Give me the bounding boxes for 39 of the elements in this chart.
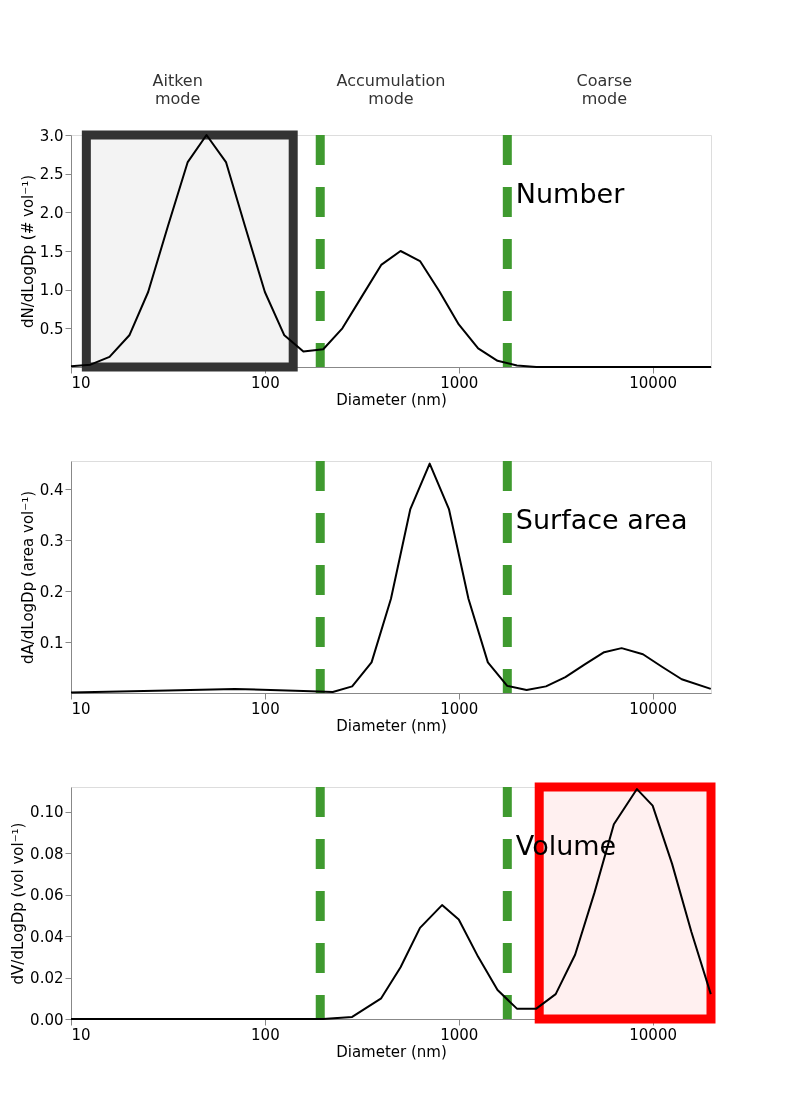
x-tick-label: 1000 — [440, 1025, 479, 1044]
x-tick-label: 10 — [71, 373, 91, 392]
y-tick-label: 0.10 — [30, 803, 64, 822]
x-tick-label: 10000 — [629, 1025, 677, 1044]
y-tick-label: 0.08 — [30, 844, 64, 863]
text: Surface area — [515, 504, 688, 536]
y-tick-label: 0.5 — [39, 319, 64, 338]
y-tick-label: 0.3 — [39, 531, 64, 550]
x-tick-label: 1000 — [440, 373, 479, 392]
y-tick-label: 0.02 — [30, 969, 64, 988]
x-tick-label: 10 — [71, 699, 91, 718]
y-tick-label: 0.2 — [39, 582, 64, 601]
x-tick-label: 10000 — [629, 699, 677, 718]
y-tick-label: 0.00 — [30, 1010, 64, 1029]
x-tick-label: 100 — [251, 373, 280, 392]
x-tick-label: 10 — [71, 1025, 91, 1044]
y-tick-label: 2.5 — [39, 165, 64, 184]
y-tick-label: 2.0 — [39, 203, 64, 222]
y-axis-title: dV/dLogDp (vol vol⁻¹) — [9, 822, 28, 985]
x-tick-label: 10000 — [629, 373, 677, 392]
x-axis-title: Diameter (nm) — [336, 1042, 447, 1061]
x-tick-label: 1000 — [440, 699, 479, 718]
text: Number — [515, 178, 626, 210]
x-tick-label: 100 — [251, 699, 280, 718]
x-axis-title: Diameter (nm) — [336, 390, 447, 409]
x-axis-title: Diameter (nm) — [336, 716, 447, 735]
x-tick-label: 100 — [251, 1025, 280, 1044]
y-axis-title: dA/dLogDp (area vol⁻¹) — [18, 490, 37, 665]
y-tick-label: 0.06 — [30, 886, 64, 905]
y-tick-label: 1.5 — [39, 242, 64, 261]
y-axis-title: dN/dLogDp (# vol⁻¹) — [18, 174, 37, 329]
y-tick-label: 3.0 — [39, 126, 64, 145]
y-tick-label: 0.04 — [30, 927, 64, 946]
y-tick-label: 1.0 — [39, 281, 64, 300]
text: Coarse mode — [576, 71, 633, 108]
y-tick-label: 0.1 — [39, 633, 64, 652]
text: Aitken mode — [152, 71, 203, 108]
text: Accumulation mode — [336, 71, 446, 108]
y-tick-label: 0.4 — [39, 480, 64, 499]
